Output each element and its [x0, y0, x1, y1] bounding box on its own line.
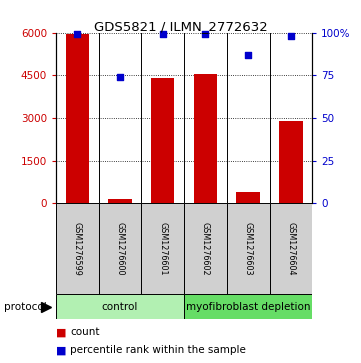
Text: percentile rank within the sample: percentile rank within the sample [70, 345, 246, 355]
Bar [184, 203, 227, 294]
Text: GSM1276602: GSM1276602 [201, 222, 210, 276]
Point [245, 52, 251, 58]
Bar [56, 203, 99, 294]
Bar [99, 203, 142, 294]
Bar [184, 294, 312, 319]
Bar [270, 203, 312, 294]
Bar [227, 203, 270, 294]
Bar [194, 74, 217, 203]
Text: ■: ■ [56, 345, 66, 355]
Bar [151, 78, 174, 203]
Text: GSM1276601: GSM1276601 [158, 222, 167, 276]
Bar [236, 192, 260, 203]
Text: GSM1276600: GSM1276600 [116, 222, 125, 276]
Text: myofibroblast depletion: myofibroblast depletion [186, 302, 310, 312]
Text: protocol: protocol [4, 302, 46, 312]
Text: control: control [102, 302, 138, 312]
Bar [66, 34, 89, 203]
Point [117, 74, 123, 80]
Text: GDS5821 / ILMN_2772632: GDS5821 / ILMN_2772632 [93, 20, 268, 33]
Point [203, 32, 208, 37]
Text: GSM1276599: GSM1276599 [73, 222, 82, 276]
Bar [108, 199, 132, 203]
Bar [142, 203, 184, 294]
Bar [279, 121, 303, 203]
Text: ■: ■ [56, 327, 66, 337]
Bar [56, 294, 184, 319]
Text: GSM1276604: GSM1276604 [286, 222, 295, 276]
Text: count: count [70, 327, 100, 337]
Point [74, 32, 80, 37]
Point [288, 33, 294, 39]
Text: GSM1276603: GSM1276603 [244, 222, 253, 276]
Point [160, 32, 166, 37]
